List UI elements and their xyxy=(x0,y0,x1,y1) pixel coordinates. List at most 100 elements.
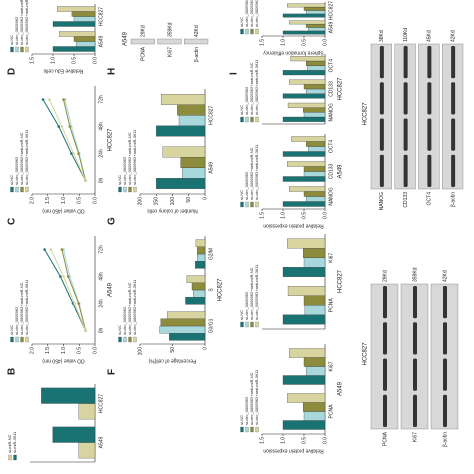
line xyxy=(44,249,87,331)
legend-swatch xyxy=(250,116,254,123)
x-tick-label: 0h xyxy=(98,328,104,334)
blot-band xyxy=(443,286,447,319)
chart-title: A549 xyxy=(338,381,344,396)
panel-letter: B xyxy=(7,368,18,375)
legend-swatch xyxy=(123,186,127,193)
bar xyxy=(71,11,96,17)
bar xyxy=(73,16,96,22)
legend-swatch xyxy=(240,426,244,433)
legend-label: si-NC xyxy=(9,175,14,185)
y-axis-label: Sphere formation efficiency xyxy=(263,50,324,56)
legend-label: si-circ_0005962+anti-miR-NC xyxy=(249,147,254,200)
point xyxy=(62,98,65,101)
bar xyxy=(303,6,326,11)
legend-swatch xyxy=(255,116,259,123)
bar xyxy=(195,261,206,269)
point xyxy=(43,248,46,251)
blot-size: 110Kd xyxy=(403,28,409,42)
legend-label: si-circ_0005962+anti-miR-NC xyxy=(19,282,24,335)
y-tick-label: 0.0 xyxy=(92,197,98,204)
legend-label: si-circ_0005962+anti-miR-3611 xyxy=(24,0,29,45)
bar xyxy=(287,3,326,8)
chart-title: HCC827 xyxy=(338,77,344,101)
blot-band xyxy=(413,394,417,427)
legend-swatch xyxy=(245,116,249,123)
bar xyxy=(185,297,206,305)
y-axis-label: Relative protein expression xyxy=(263,223,324,229)
bar xyxy=(160,318,206,327)
blot-band xyxy=(427,46,432,79)
x-tick-label: 0h xyxy=(98,178,104,184)
blot-band xyxy=(379,82,384,115)
legend-label: si-circ_0005962+anti-miR-3611 xyxy=(132,129,137,185)
x-tick-label: HCC827 xyxy=(98,394,104,413)
blot-protein: OCT4 xyxy=(427,192,433,206)
legend-label: si-circ_0005962+anti-miR-3611 xyxy=(132,279,137,335)
blot-band xyxy=(403,154,408,187)
x-tick-label: S xyxy=(208,288,214,292)
y-tick-label: 0.5 xyxy=(301,437,307,444)
legend-label: si-circ_0005962 xyxy=(14,16,19,45)
bar xyxy=(287,161,326,167)
bar xyxy=(303,191,326,197)
legend-label: si-circ_0005962+anti-miR-3611 xyxy=(24,279,29,335)
y-tick-label: 0.5 xyxy=(71,57,77,64)
blot-size: 29Kd xyxy=(382,270,388,282)
x-tick-label: Ki67 xyxy=(328,361,334,371)
bar xyxy=(191,282,206,291)
panel-letter: F xyxy=(107,369,118,375)
blot-strip xyxy=(394,43,416,190)
bar xyxy=(303,84,326,90)
legend-swatch xyxy=(245,201,249,208)
blot-strip xyxy=(430,283,459,430)
x-tick-label: G2/M xyxy=(208,248,214,260)
y-tick-label: 1.5 xyxy=(45,347,51,354)
bar xyxy=(73,36,96,42)
legend-swatch xyxy=(10,336,14,343)
legend-label: si-NC xyxy=(239,310,244,320)
x-tick-label: HCC827 xyxy=(98,7,104,26)
point xyxy=(60,125,64,128)
y-tick-label: 1.0 xyxy=(50,57,56,64)
bar xyxy=(305,196,326,202)
blot-cell-line: HCC827 xyxy=(363,342,369,366)
legend-label: si-circ_0005962+anti-miR-NC xyxy=(249,267,254,320)
legend-swatch xyxy=(15,186,19,193)
x-tick-label: NANOG xyxy=(328,103,334,121)
bar xyxy=(308,146,326,152)
blot-band xyxy=(443,394,447,427)
y-tick-label: 200 xyxy=(137,197,143,206)
bar xyxy=(282,93,326,99)
blot-protein: NANOG xyxy=(379,192,385,210)
blot-band xyxy=(379,46,384,79)
blot-band xyxy=(413,322,417,355)
legend-swatch xyxy=(245,28,249,35)
blot-protein: Ki67 xyxy=(412,432,418,442)
y-tick-label: 0 xyxy=(202,347,208,350)
blot-size: 42Kd xyxy=(442,270,448,282)
bar xyxy=(78,442,96,459)
legend-swatch xyxy=(250,426,254,433)
line xyxy=(48,99,87,181)
blot-size: 42Kd xyxy=(450,30,456,42)
x-tick-label: A549 xyxy=(98,35,104,47)
legend-label: si-NC xyxy=(239,415,244,425)
bar xyxy=(289,20,326,25)
blot-protein: β-actin xyxy=(442,432,448,447)
bar xyxy=(75,41,96,47)
legend-label: si-circ_0005962 xyxy=(122,306,127,335)
bar xyxy=(156,125,206,137)
blot-band xyxy=(451,46,456,79)
bar xyxy=(282,13,326,18)
blot-band xyxy=(383,286,387,319)
y-tick-label: 0.0 xyxy=(92,57,98,64)
legend-swatch xyxy=(25,336,29,343)
y-tick-label: 100 xyxy=(170,197,176,206)
panel-letter: I xyxy=(229,72,240,75)
y-tick-label: 0.0 xyxy=(322,212,328,219)
x-tick-label: CD133 xyxy=(328,164,334,180)
blot-strip xyxy=(184,38,209,45)
